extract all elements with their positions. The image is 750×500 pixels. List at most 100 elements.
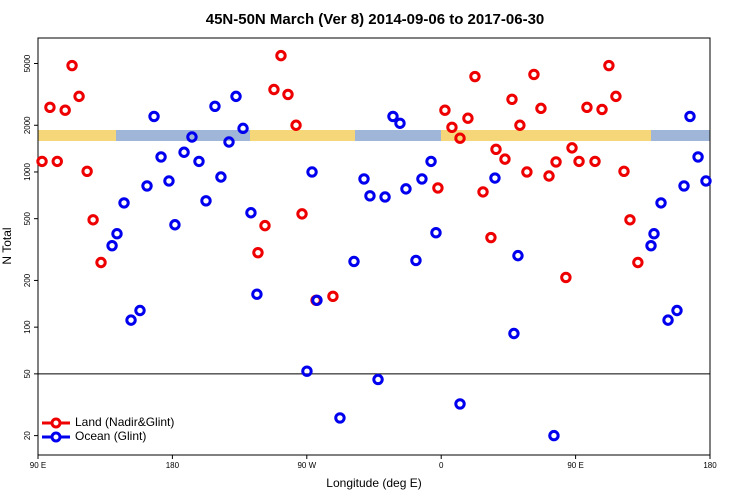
point (327, 290, 339, 303)
strip-ocean (651, 130, 710, 141)
point (252, 246, 264, 259)
point (348, 255, 360, 268)
strip-land (250, 130, 355, 141)
point (290, 119, 302, 131)
point (296, 208, 308, 220)
point (589, 155, 601, 168)
point (169, 219, 181, 231)
point (311, 294, 323, 306)
point (684, 110, 696, 123)
point (645, 239, 657, 252)
point (425, 155, 437, 168)
x-tick-label: 180 (703, 461, 717, 470)
point (251, 288, 263, 300)
point (560, 271, 572, 284)
point (36, 155, 48, 168)
point (275, 49, 287, 62)
y-tick-label: 2000 (23, 116, 32, 134)
y-tick-label: 500 (23, 211, 32, 225)
legend-label: Ocean (Glint) (75, 429, 146, 443)
point (662, 314, 674, 326)
plot-frame (37, 37, 711, 456)
x-tick-label: 0 (439, 461, 444, 470)
point (454, 132, 466, 144)
series (36, 49, 644, 306)
point (566, 142, 578, 154)
legend-marker (50, 431, 62, 443)
strip-land (38, 130, 116, 141)
y-axis-label: N Total (0, 227, 14, 264)
point (193, 155, 205, 168)
series (106, 90, 712, 442)
point (469, 70, 481, 83)
point (618, 165, 630, 177)
point (416, 173, 428, 185)
legend-label: Land (Nadir&Glint) (75, 415, 174, 429)
chart-title: 45N-50N March (Ver 8) 2014-09-06 to 2017… (206, 11, 545, 28)
point (155, 151, 167, 163)
point (477, 186, 489, 198)
point (400, 183, 412, 195)
point (648, 228, 660, 240)
point (372, 373, 384, 386)
point (186, 131, 198, 143)
point (81, 165, 93, 177)
point (334, 412, 346, 424)
y-tick-label: 1000 (23, 163, 32, 181)
point (432, 182, 444, 194)
point (106, 239, 118, 252)
point (379, 191, 391, 203)
point (111, 228, 123, 240)
point (245, 207, 257, 219)
point (439, 104, 451, 116)
point (514, 119, 526, 131)
point (610, 90, 622, 103)
point (87, 214, 99, 226)
point (223, 136, 235, 148)
point (430, 227, 442, 239)
point (462, 112, 474, 124)
x-tick-label: 90 W (297, 461, 316, 470)
point (671, 304, 683, 317)
y-tick-label: 100 (23, 320, 32, 334)
point (118, 197, 130, 209)
point (485, 231, 497, 244)
point (364, 190, 376, 202)
point (358, 173, 370, 185)
strip-ocean (355, 130, 441, 141)
point (387, 110, 399, 123)
point (508, 327, 520, 340)
point (73, 90, 85, 103)
point (528, 68, 540, 81)
point (632, 256, 644, 269)
point (596, 103, 608, 116)
point (499, 153, 511, 165)
point (125, 314, 137, 326)
point (178, 146, 190, 158)
point (454, 398, 466, 410)
point (59, 104, 71, 116)
point (259, 219, 271, 232)
point (543, 170, 555, 182)
x-tick-label: 90 E (30, 461, 46, 470)
y-tick-label: 200 (23, 273, 32, 287)
point (51, 155, 63, 168)
x-tick-label: 90 E (567, 461, 583, 470)
point (550, 156, 562, 168)
point (301, 365, 313, 377)
point (200, 195, 212, 207)
legend: Land (Nadir&Glint)Ocean (Glint) (42, 415, 174, 443)
legend-marker (50, 417, 62, 429)
y-tick-label: 20 (23, 431, 32, 440)
point (163, 175, 175, 187)
point (490, 143, 502, 155)
point (506, 93, 518, 105)
point (512, 249, 524, 262)
strip-ocean (116, 130, 250, 141)
point (95, 256, 107, 269)
point (209, 100, 221, 112)
point (603, 59, 615, 72)
y-tick-label: 5000 (23, 54, 32, 72)
point (237, 122, 249, 135)
